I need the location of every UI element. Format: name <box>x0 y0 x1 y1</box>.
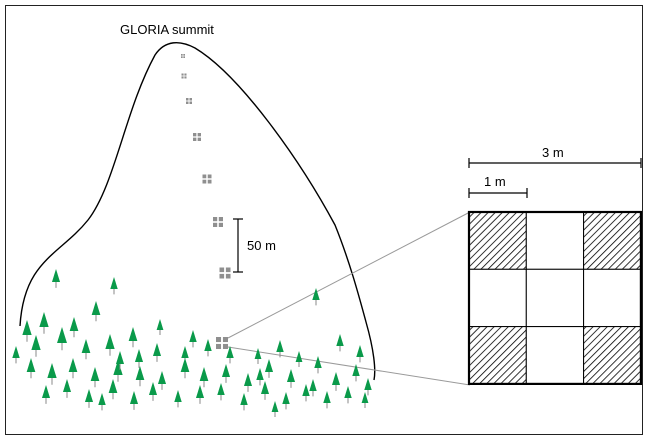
conifer-tree-icon <box>90 367 100 388</box>
plot-cluster-icon <box>186 98 192 104</box>
grid-cell-top-right <box>583 211 642 270</box>
conifer-tree-icon <box>128 327 138 348</box>
scale-label-1m: 1 m <box>484 174 506 189</box>
conifer-tree-icon <box>361 392 369 408</box>
grid-cell-bottom-right <box>583 326 642 385</box>
conifer-tree-icon <box>98 393 106 411</box>
scale-bar-3m <box>468 158 642 168</box>
conifer-tree-icon <box>180 358 190 379</box>
conifer-tree-icon <box>276 340 284 358</box>
conifer-tree-icon <box>41 385 51 404</box>
mountain-outline <box>19 42 376 381</box>
grid-cell-center <box>525 268 585 328</box>
conifer-tree-icon <box>152 343 162 362</box>
scale-label-50m: 50 m <box>247 238 276 253</box>
conifer-tree-icon <box>256 368 264 386</box>
conifer-tree-icon <box>57 327 67 351</box>
plot-cluster-icon <box>181 54 185 58</box>
conifer-tree-icon <box>108 379 118 400</box>
plot-cluster-icon <box>181 73 187 79</box>
conifer-tree-icon <box>344 386 352 404</box>
conifer-tree-icon <box>240 393 248 411</box>
grid-cell-bottom-center <box>525 326 585 385</box>
conifer-tree-icon <box>174 390 182 408</box>
scale-bar-50m <box>233 218 243 273</box>
plot-cluster-icon <box>219 267 231 279</box>
conifer-tree-icon <box>26 358 36 379</box>
conifer-tree-icon <box>199 367 209 388</box>
conifer-tree-icon <box>336 334 344 352</box>
conifer-tree-icon <box>260 381 270 400</box>
conifer-tree-icon <box>331 372 341 391</box>
conifer-tree-icon <box>302 384 310 402</box>
conifer-tree-icon <box>217 383 225 401</box>
grid-cell-bottom-left <box>468 326 527 385</box>
conifer-tree-icon <box>156 319 164 335</box>
conifer-tree-icon <box>323 391 331 409</box>
scale-label-3m: 3 m <box>542 145 564 160</box>
grid-cell-top-center <box>525 211 585 270</box>
conifer-tree-icon <box>115 351 125 370</box>
conifer-tree-icon <box>189 330 197 348</box>
conifer-tree-icon <box>356 345 364 363</box>
conifer-tree-icon <box>84 389 94 408</box>
plot-cluster-icon <box>216 337 228 349</box>
conifer-tree-icon <box>314 356 322 374</box>
conifer-tree-icon <box>69 317 79 338</box>
conifer-tree-icon <box>110 277 118 295</box>
scale-bar-1m <box>468 188 528 198</box>
conifer-tree-icon <box>51 269 61 288</box>
conifer-tree-icon <box>286 369 296 388</box>
conifer-tree-icon <box>312 288 320 306</box>
conifer-tree-icon <box>22 320 32 342</box>
grid-border <box>467 210 642 385</box>
conifer-tree-icon <box>254 348 262 364</box>
grid-cell-middle-right <box>583 268 642 328</box>
conifer-tree-icon <box>157 371 167 390</box>
conifer-tree-icon <box>81 339 91 360</box>
plot-cluster-icon <box>202 174 212 184</box>
conifer-tree-icon <box>226 346 234 364</box>
grid-cell-middle-left <box>468 268 527 328</box>
zoom-lines <box>227 211 471 386</box>
conifer-tree-icon <box>12 346 20 364</box>
conifer-tree-icon <box>243 373 253 392</box>
conifer-tree-icon <box>295 351 303 367</box>
grid-cell-top-left <box>468 211 527 270</box>
conifer-tree-icon <box>135 366 145 387</box>
plot-series <box>181 54 231 349</box>
forest <box>12 269 372 417</box>
conifer-tree-icon <box>62 379 72 398</box>
conifer-tree-icon <box>221 364 231 383</box>
summit-label: GLORIA summit <box>120 22 214 37</box>
conifer-tree-icon <box>195 385 205 404</box>
conifer-tree-icon <box>31 335 41 357</box>
conifer-tree-icon <box>129 391 139 410</box>
conifer-tree-icon <box>282 392 290 410</box>
conifer-tree-icon <box>148 382 158 401</box>
plot-cluster-icon <box>213 217 223 227</box>
conifer-tree-icon <box>364 378 372 396</box>
conifer-tree-icon <box>47 363 57 385</box>
conifer-tree-icon <box>309 379 317 397</box>
conifer-tree-icon <box>134 349 144 368</box>
conifer-tree-icon <box>91 301 101 322</box>
conifer-tree-icon <box>105 334 115 356</box>
conifer-tree-icon <box>352 364 360 382</box>
conifer-tree-icon <box>68 358 78 379</box>
conifer-tree-icon <box>264 359 274 378</box>
conifer-tree-icon <box>39 312 49 334</box>
conifer-tree-icon <box>271 401 279 417</box>
conifer-tree-icon <box>204 339 212 357</box>
conifer-tree-icon <box>113 360 123 382</box>
plot-detail-grid <box>467 210 642 385</box>
plot-cluster-icon <box>193 133 201 141</box>
